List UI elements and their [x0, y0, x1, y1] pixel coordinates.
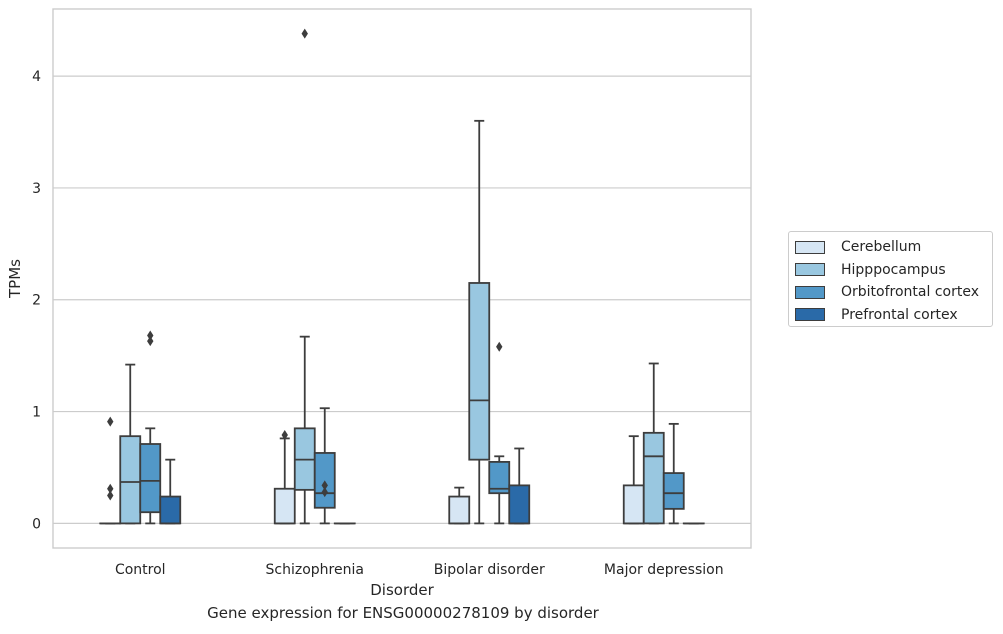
y-axis-label: TPMs	[6, 259, 24, 299]
x-tick-label: Control	[115, 562, 166, 578]
box	[508, 484, 531, 525]
box	[139, 443, 162, 514]
outlier-point	[321, 487, 328, 498]
legend-swatch-orbitofrontal-cortex	[795, 285, 825, 299]
box	[488, 460, 511, 495]
x-tick-label: Schizophrenia	[266, 562, 364, 578]
y-tick-label: 0	[32, 516, 41, 532]
legend-label-hippocampus: Hipppocampus	[841, 261, 946, 278]
box	[642, 431, 665, 525]
plot-area-frame	[52, 8, 752, 549]
legend-swatch-prefrontal-cortex	[795, 308, 825, 322]
y-tick-label: 1	[32, 405, 41, 421]
legend-label-prefrontal-cortex: Prefrontal cortex	[841, 306, 958, 323]
outlier-point	[281, 430, 288, 441]
legend: Cerebellum Hipppocampus Orbitofrontal co…	[788, 231, 993, 327]
x-tick-label: Major depression	[604, 562, 724, 578]
outlier-point	[147, 336, 154, 347]
legend-item-hippocampus: Hipppocampus	[793, 259, 992, 282]
outlier-point	[147, 330, 154, 341]
y-tick-label: 2	[32, 293, 41, 309]
legend-item-orbitofrontal-cortex: Orbitofrontal cortex	[793, 281, 992, 304]
outlier-point	[496, 341, 503, 352]
x-axis-label: Disorder	[370, 581, 434, 599]
outlier-point	[321, 480, 328, 491]
box	[159, 495, 182, 525]
box	[313, 452, 336, 509]
legend-label-orbitofrontal-cortex: Orbitofrontal cortex	[841, 284, 979, 301]
legend-item-prefrontal-cortex: Prefrontal cortex	[793, 304, 992, 327]
box	[468, 282, 491, 461]
y-tick-label: 4	[32, 69, 41, 85]
outlier-point	[107, 416, 114, 427]
box	[448, 495, 471, 525]
x-tick-label: Bipolar disorder	[434, 562, 545, 578]
y-tick-label: 3	[32, 181, 41, 197]
outlier-point	[107, 490, 114, 501]
figure-caption: Gene expression for ENSG00000278109 by d…	[207, 604, 599, 622]
box	[119, 435, 142, 525]
legend-item-cerebellum: Cerebellum	[793, 236, 992, 259]
outlier-point	[107, 483, 114, 494]
box	[273, 487, 296, 525]
legend-label-cerebellum: Cerebellum	[841, 239, 922, 256]
box	[622, 484, 645, 525]
box	[662, 472, 685, 510]
legend-swatch-hippocampus	[795, 263, 825, 277]
legend-swatch-cerebellum	[795, 240, 825, 254]
outlier-point	[301, 28, 308, 39]
